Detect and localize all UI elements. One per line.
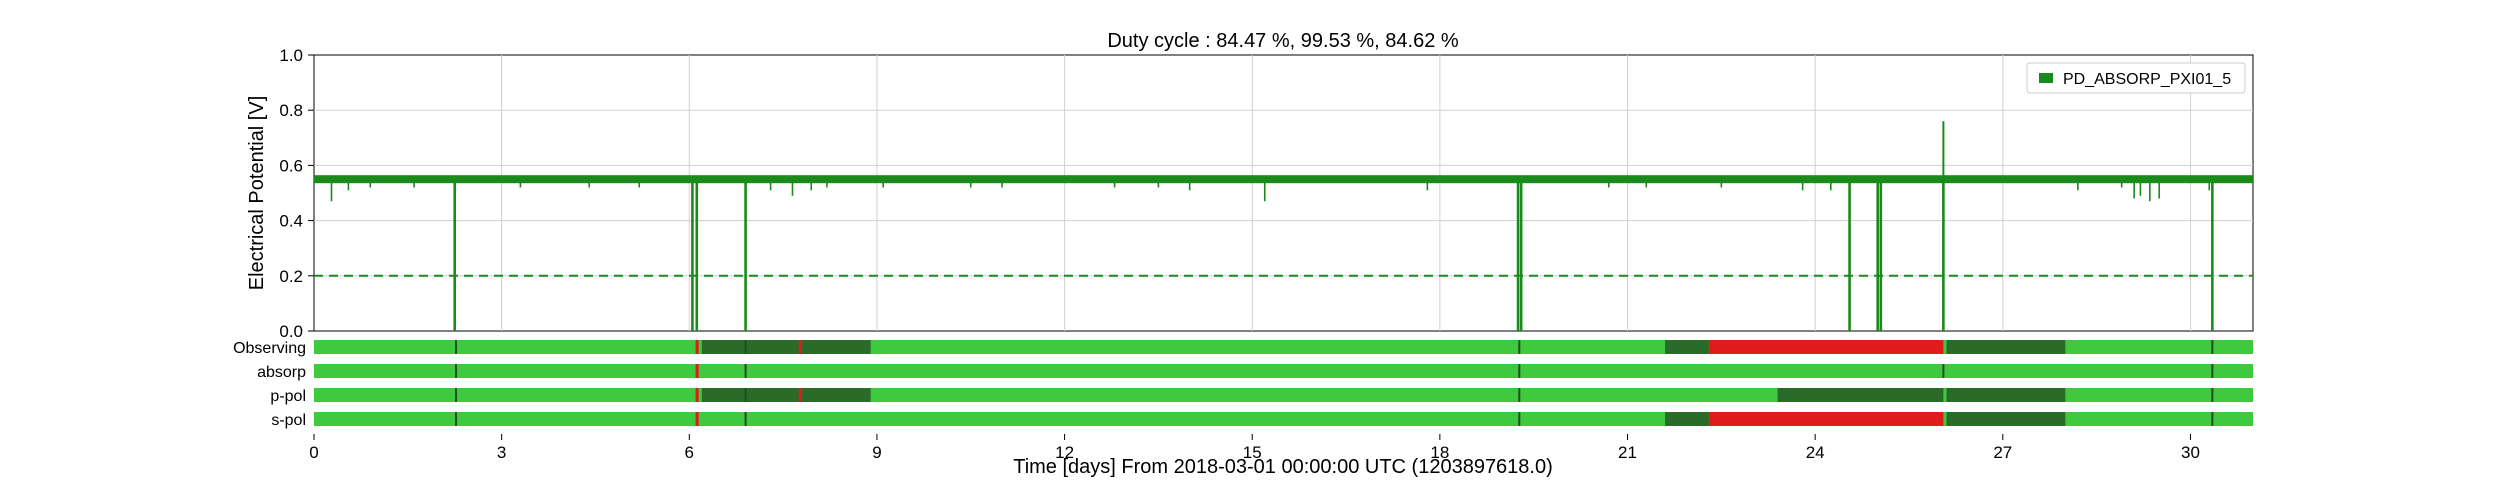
x-tick-label: 24 [1806, 443, 1825, 462]
plot-area [313, 54, 2254, 332]
series-lines [314, 121, 2253, 331]
state-row-label: Observing [233, 340, 306, 357]
state-row-label: s-pol [271, 412, 306, 429]
state-segment-inactive [798, 388, 802, 402]
state-segment-inactive [695, 340, 699, 354]
state-segment-inactive [695, 364, 699, 378]
state-row: s-pol [271, 412, 2253, 429]
state-segment-partial [1777, 388, 1944, 402]
chart-title: Duty cycle : 84.47 %, 99.53 %, 84.62 % [1107, 30, 1459, 52]
x-tick-label: 21 [1618, 443, 1637, 462]
state-segment-partial [1946, 388, 2066, 402]
x-tick-label: 0 [309, 443, 318, 462]
y-tick-label: 0.0 [279, 322, 303, 341]
y-tick-label: 1.0 [279, 46, 303, 65]
state-segment-partial [1665, 412, 1709, 426]
y-tick-label: 0.8 [279, 101, 303, 120]
x-tick-label: 15 [1243, 443, 1262, 462]
state-bars: Observing absorp p-pol s-pol [233, 340, 2253, 429]
state-segment-inactive [798, 340, 802, 354]
state-row: p-pol [270, 388, 2253, 405]
state-segment-inactive [1708, 340, 1944, 354]
x-axis-ticks: 0 3 6 9 12 15 18 21 24 27 30 [309, 434, 2200, 462]
legend-label: PD_ABSORP_PXI01_5 [2063, 71, 2231, 88]
state-row: absorp [257, 364, 2253, 381]
state-bar-background [314, 364, 2253, 378]
x-tick-label: 6 [685, 443, 694, 462]
x-tick-label: 12 [1055, 443, 1074, 462]
state-segment-partial [1946, 340, 2066, 354]
y-tick-label: 0.2 [279, 267, 303, 286]
state-segment-partial [1946, 412, 2066, 426]
state-segment-inactive [695, 412, 699, 426]
state-segment-inactive [1708, 412, 1944, 426]
x-axis-label: Time [days] From 2018-03-01 00:00:00 UTC… [1013, 456, 1553, 478]
legend: PD_ABSORP_PXI01_5 [2026, 62, 2246, 94]
state-segment-partial [1665, 340, 1709, 354]
legend-swatch [2039, 73, 2053, 83]
state-segment-partial [701, 388, 871, 402]
state-row-label: absorp [257, 364, 306, 381]
state-segment-inactive [695, 388, 699, 402]
y-axis-label: Electrical Potential [V] [246, 96, 268, 291]
x-tick-label: 30 [2181, 443, 2200, 462]
x-gridlines [501, 55, 2191, 331]
y-tick-label: 0.6 [279, 156, 303, 175]
legend-box [2026, 62, 2246, 94]
y-gridlines [314, 109, 2253, 277]
x-tick-label: 9 [872, 443, 881, 462]
x-tick-label: 27 [1993, 443, 2012, 462]
x-tick-label: 3 [497, 443, 506, 462]
y-tick-label: 0.4 [279, 212, 303, 231]
x-tick-label: 18 [1430, 443, 1449, 462]
y-axis-ticks: 0.0 0.2 0.4 0.6 0.8 1.0 [279, 46, 314, 341]
state-row-label: p-pol [270, 388, 306, 405]
state-row: Observing [233, 340, 2253, 357]
state-segment-partial [701, 340, 871, 354]
